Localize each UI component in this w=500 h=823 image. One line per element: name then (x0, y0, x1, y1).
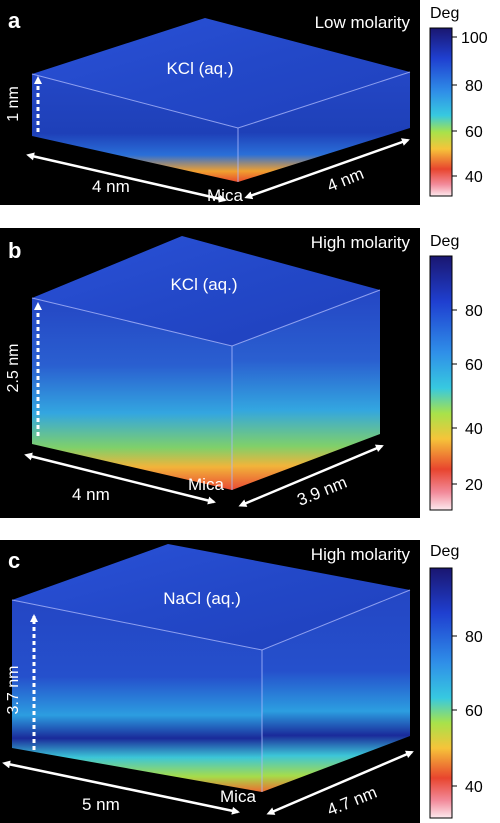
solution-label: KCl (aq.) (166, 59, 233, 78)
box-front-face (32, 298, 232, 490)
colorbar (429, 567, 453, 819)
substrate-label: Mica (220, 787, 256, 806)
box-top-face (12, 544, 410, 650)
colorbar-title: Deg (430, 5, 459, 22)
colorbar-tick: 40 (465, 779, 483, 796)
panel-b: b High molarity KCl (aq.) 2.5 nm 4 nm Mi… (0, 228, 500, 518)
colorbar (429, 27, 453, 197)
condition-label: High molarity (311, 545, 411, 564)
colorbar-tick: 40 (465, 421, 483, 438)
solution-label: KCl (aq.) (170, 275, 237, 294)
box-front-face (12, 600, 262, 792)
thickness-label: 2.5 nm (5, 344, 22, 393)
colorbar-tick: 60 (465, 124, 483, 141)
colorbar (429, 255, 453, 511)
box-side-face (232, 290, 380, 490)
depth-arrow (266, 750, 414, 815)
solution-label: NaCl (aq.) (163, 589, 240, 608)
width-label: 5 nm (82, 795, 120, 814)
colorbar-title: Deg (430, 543, 459, 560)
panel-letter: b (8, 238, 21, 263)
condition-label: Low molarity (315, 13, 411, 32)
width-arrow (2, 760, 240, 815)
colorbar-tick: 20 (465, 477, 483, 494)
colorbar-tick: 80 (465, 78, 483, 95)
colorbar-tick: 80 (465, 629, 483, 646)
width-label: 4 nm (72, 485, 110, 504)
depth-arrow (244, 138, 410, 200)
panel-b-figure: b High molarity KCl (aq.) 2.5 nm 4 nm Mi… (0, 228, 500, 518)
colorbar-tick: 40 (465, 169, 483, 186)
panel-c: c High molarity NaCl (aq.) 3.7 nm 5 nm M… (0, 540, 500, 823)
width-label: 4 nm (92, 177, 130, 196)
box-side-face (262, 590, 410, 792)
panel-a: a Low molarity KCl (aq.) 1 nm 4 nm Mica … (0, 0, 500, 205)
panel-a-figure: a Low molarity KCl (aq.) 1 nm 4 nm Mica … (0, 0, 500, 205)
box-top-face (32, 18, 410, 128)
width-arrow (24, 452, 216, 505)
thickness-label: 1 nm (5, 86, 22, 122)
width-arrow (26, 152, 227, 203)
substrate-label: Mica (207, 186, 243, 205)
panel-letter: c (8, 548, 20, 573)
substrate-label: Mica (188, 475, 224, 494)
condition-label: High molarity (311, 233, 411, 252)
colorbar-tick: 60 (465, 703, 483, 720)
colorbar-tick: 80 (465, 303, 483, 320)
colorbar-tick: 60 (465, 357, 483, 374)
depth-arrow (238, 444, 384, 507)
colorbar-title: Deg (430, 233, 459, 250)
panel-letter: a (8, 8, 21, 33)
colorbar-tick: 100 (461, 30, 488, 47)
panel-c-figure: c High molarity NaCl (aq.) 3.7 nm 5 nm M… (0, 540, 500, 823)
thickness-label: 3.7 nm (5, 666, 22, 715)
